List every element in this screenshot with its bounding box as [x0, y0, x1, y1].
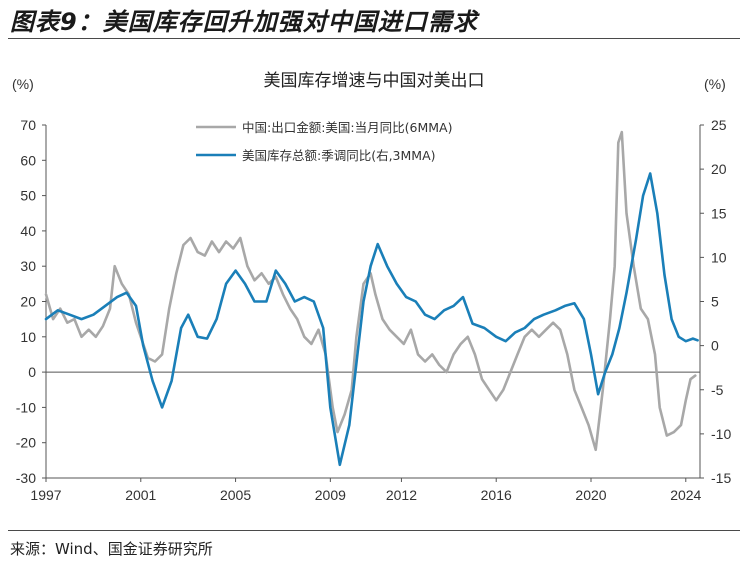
series-line-us-inventory [44, 172, 699, 467]
x-axis-tick-label: 2009 [315, 487, 346, 503]
left-axis-tick-label: 20 [20, 294, 36, 310]
chart: 美国库存增速与中国对美出口 (%) (%) 中国:出口金额:美国:当月同比(6M… [12, 71, 732, 503]
left-axis-tick-label: 60 [20, 152, 36, 168]
right-axis-tick-label: -15 [711, 470, 731, 486]
x-axis-tick-label: 2020 [575, 487, 606, 503]
right-unit-label: (%) [704, 76, 726, 92]
right-axis-tick-label: 0 [711, 338, 719, 354]
left-axis-tick-label: -10 [16, 399, 36, 415]
left-unit-label: (%) [12, 76, 34, 92]
source-rule [8, 530, 740, 531]
right-axis-tick-label: -10 [711, 426, 731, 442]
title-rule [8, 38, 740, 39]
x-axis-tick-label: 2012 [386, 487, 417, 503]
left-axis-tick-label: 0 [28, 364, 36, 380]
right-axis-tick-label: 25 [711, 117, 727, 133]
series-layer [44, 130, 699, 467]
left-axis-tick-label: 50 [20, 188, 36, 204]
source-note: 来源：Wind、国金证券研究所 [10, 540, 213, 558]
left-axis-tick-label: -20 [16, 435, 36, 451]
left-axis-tick-label: -30 [16, 470, 36, 486]
left-axis-tick-label: 70 [20, 117, 36, 133]
x-axis-tick-label: 2001 [125, 487, 156, 503]
axes: 706050403020100-10-20-302520151050-5-10-… [16, 117, 732, 503]
legend: 中国:出口金额:美国:当月同比(6MMA) 美国库存总额:季调同比(右,3MMA… [196, 120, 452, 163]
x-axis-tick-label: 1997 [30, 487, 61, 503]
legend-label-china-exports: 中国:出口金额:美国:当月同比(6MMA) [242, 120, 452, 135]
legend-label-us-inventory: 美国库存总额:季调同比(右,3MMA) [242, 148, 436, 163]
left-axis-tick-label: 30 [20, 258, 36, 274]
left-axis-tick-label: 40 [20, 223, 36, 239]
right-axis-tick-label: 15 [711, 205, 727, 221]
series-line-china-exports [44, 130, 697, 452]
right-axis-tick-label: 10 [711, 249, 727, 265]
right-axis-tick-label: -5 [711, 382, 724, 398]
chart-title: 美国库存增速与中国对美出口 [264, 71, 485, 91]
x-axis-tick-label: 2005 [220, 487, 251, 503]
x-axis-tick-label: 2016 [481, 487, 512, 503]
left-axis-tick-label: 10 [20, 329, 36, 345]
x-axis-tick-label: 2024 [670, 487, 701, 503]
figure-title: 图表9：美国库存回升加强对中国进口需求 [10, 8, 478, 36]
right-axis-tick-label: 5 [711, 294, 719, 310]
right-axis-tick-label: 20 [711, 161, 727, 177]
